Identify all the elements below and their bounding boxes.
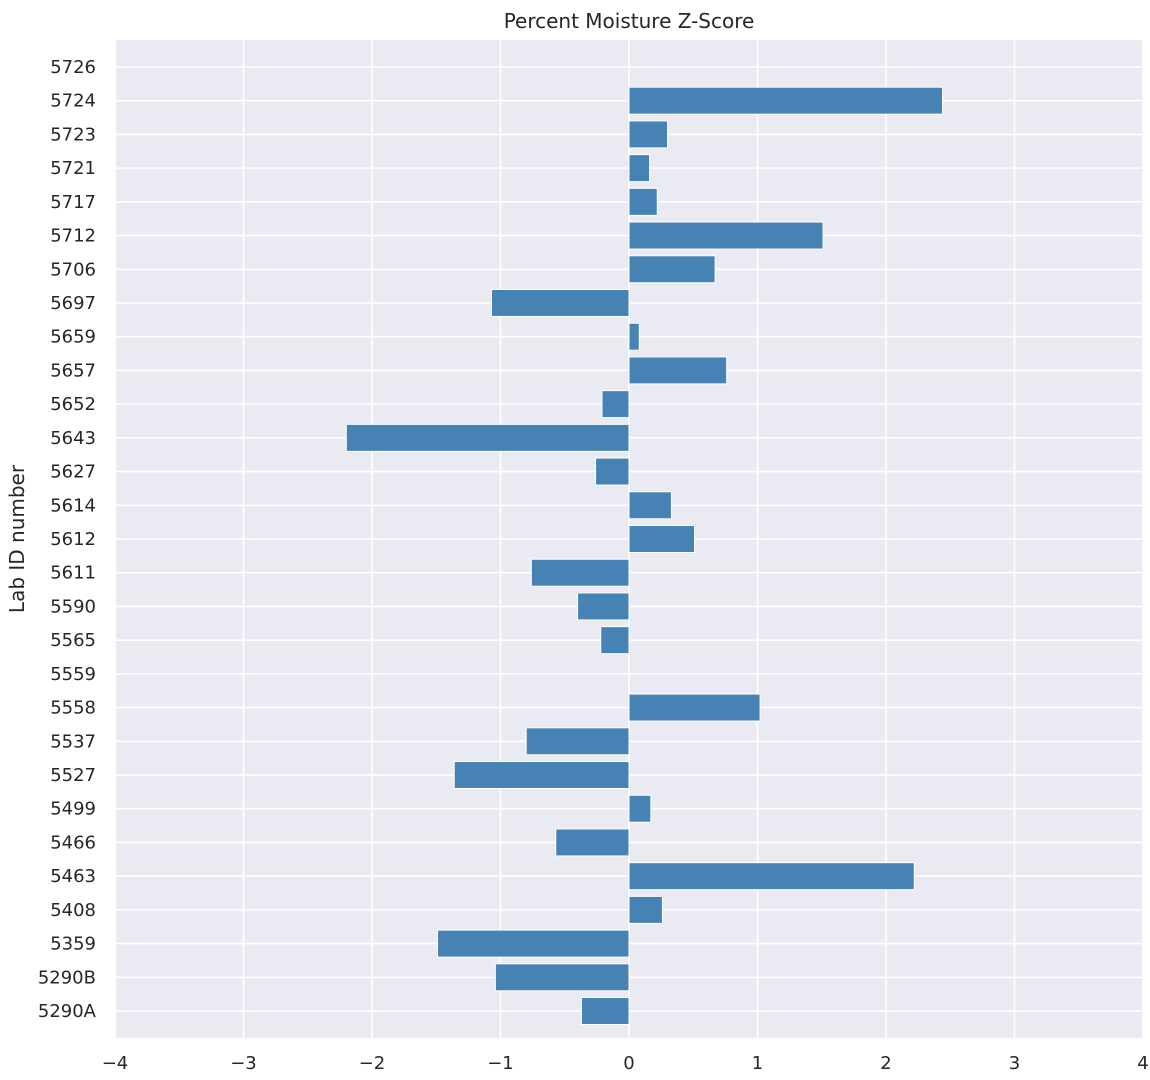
bar <box>595 457 630 486</box>
bar <box>494 963 630 992</box>
bar <box>577 592 630 621</box>
bar <box>345 423 630 452</box>
x-tick-label: −2 <box>359 1053 386 1074</box>
x-tick-label: 4 <box>1137 1053 1148 1074</box>
bar <box>491 289 630 317</box>
bar <box>628 154 651 183</box>
y-tick-label: 5359 <box>50 934 96 955</box>
y-tick-label: 5611 <box>50 563 96 584</box>
bar <box>628 862 915 891</box>
bar <box>628 693 761 722</box>
chart-title: Percent Moisture Z-Score <box>504 9 755 33</box>
bar <box>555 828 630 857</box>
bar <box>628 794 652 823</box>
y-tick-label: 5657 <box>50 360 96 381</box>
bar <box>530 558 630 587</box>
bar <box>453 761 630 790</box>
bar <box>628 525 696 553</box>
x-tick-label: −3 <box>230 1053 257 1074</box>
y-tick-label: 5565 <box>50 630 96 651</box>
bar <box>628 255 716 284</box>
bar <box>628 120 669 149</box>
bar <box>601 390 630 419</box>
bars <box>345 86 944 1026</box>
y-tick-label: 5527 <box>50 765 96 786</box>
bar <box>628 895 663 924</box>
bar <box>628 356 728 385</box>
y-tick-label: 5590 <box>50 596 96 617</box>
y-tick-label: 5614 <box>50 495 96 516</box>
y-tick-label: 5559 <box>50 664 96 685</box>
bar <box>437 929 630 958</box>
x-tick-label: 2 <box>880 1053 891 1074</box>
x-tick-labels: −4 −3 −2 −1 0 1 2 3 4 <box>102 1053 1149 1074</box>
y-tick-label: 5290A <box>38 1001 97 1022</box>
y-tick-label: 5408 <box>50 900 96 921</box>
x-tick-label: −4 <box>102 1053 129 1074</box>
y-tick-label: 5717 <box>50 192 96 213</box>
y-tick-label: 5726 <box>50 57 96 78</box>
bar <box>628 86 944 115</box>
y-tick-label: 5537 <box>50 731 96 752</box>
y-tick-label: 5558 <box>50 698 96 719</box>
x-tick-label: 3 <box>1009 1053 1020 1074</box>
y-tick-label: 5724 <box>50 91 96 112</box>
y-tick-label: 5659 <box>50 327 96 348</box>
bar <box>525 727 630 756</box>
y-tick-label: 5652 <box>50 394 96 415</box>
x-tick-label: −1 <box>487 1053 514 1074</box>
x-tick-label: 0 <box>623 1053 634 1074</box>
bar <box>580 997 630 1026</box>
bar <box>628 322 640 351</box>
y-tick-label: 5697 <box>50 293 96 314</box>
y-tick-label: 5290B <box>38 967 96 988</box>
y-tick-label: 5643 <box>50 428 96 449</box>
y-axis-label: Lab ID number <box>5 464 29 613</box>
y-tick-labels: 5290A 5290B 5359 5408 5463 5466 5499 5527 5537 55… <box>38 57 97 1022</box>
bar <box>628 187 658 216</box>
x-tick-label: 1 <box>752 1053 763 1074</box>
y-tick-label: 5706 <box>50 259 96 280</box>
y-tick-label: 5612 <box>50 529 96 550</box>
y-tick-label: 5723 <box>50 124 96 145</box>
bar <box>628 221 824 250</box>
y-tick-label: 5463 <box>50 866 96 887</box>
y-tick-label: 5627 <box>50 462 96 483</box>
y-tick-label: 5466 <box>50 832 96 853</box>
bar <box>600 626 630 655</box>
bar <box>628 491 672 520</box>
y-tick-label: 5499 <box>50 799 96 820</box>
y-tick-label: 5721 <box>50 158 96 179</box>
y-tick-label: 5712 <box>50 226 96 247</box>
